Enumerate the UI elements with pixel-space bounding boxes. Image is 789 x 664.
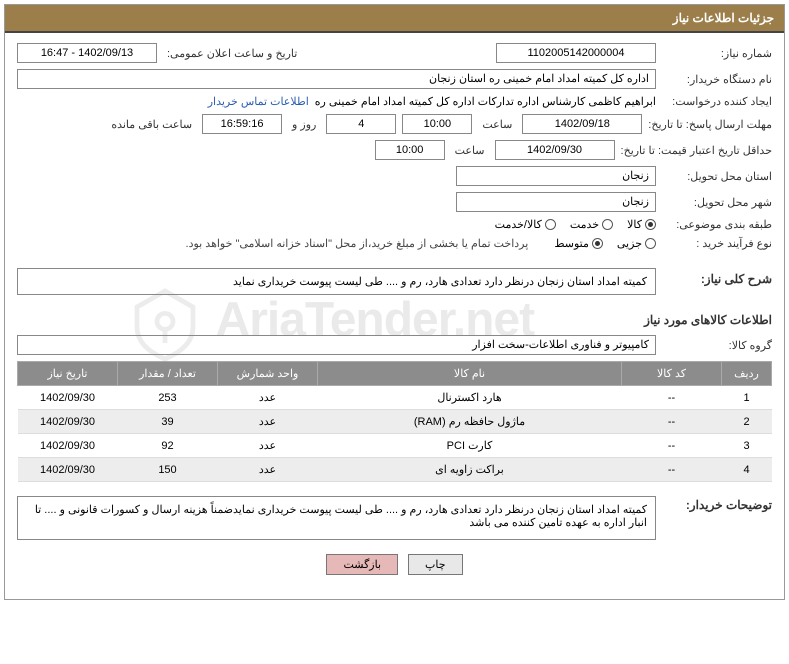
time-label-1: ساعت — [478, 118, 516, 131]
row-category: طبقه بندی موضوعی: کالا خدمت کالا/خدمت — [17, 218, 772, 231]
radio-medium[interactable]: متوسط — [554, 237, 603, 250]
remaining-label: ساعت باقی مانده — [107, 118, 196, 131]
row-reply-deadline: مهلت ارسال پاسخ: تا تاریخ: 1402/09/18 سا… — [17, 114, 772, 134]
radio-both[interactable]: کالا/خدمت — [495, 218, 556, 231]
process-label: نوع فرآیند خرید : — [662, 237, 772, 250]
panel-body: AriaTender.net شماره نیاز: 1102005142000… — [5, 31, 784, 599]
th-qty: تعداد / مقدار — [118, 362, 218, 386]
radio-icon — [592, 238, 603, 249]
need-no-label: شماره نیاز: — [662, 47, 772, 60]
goods-group-value: کامپیوتر و فناوری اطلاعات-سخت افزار — [17, 335, 656, 355]
city-value: زنجان — [456, 192, 656, 212]
category-radio-group: کالا خدمت کالا/خدمت — [495, 218, 656, 231]
category-label: طبقه بندی موضوعی: — [662, 218, 772, 231]
goods-section-title: اطلاعات کالاهای مورد نیاز — [17, 313, 772, 327]
row-need-number: شماره نیاز: 1102005142000004 تاریخ و ساع… — [17, 43, 772, 63]
row-city: شهر محل تحویل: زنجان — [17, 192, 772, 212]
process-radio-group: جزیی متوسط — [554, 237, 656, 250]
row-buyer-org: نام دستگاه خریدار: اداره کل کمیته امداد … — [17, 69, 772, 89]
table-row: 2 -- ماژول حافظه رم (RAM) عدد 39 1402/09… — [18, 410, 772, 434]
row-process-type: نوع فرآیند خرید : جزیی متوسط پرداخت تمام… — [17, 237, 772, 250]
announce-value: 1402/09/13 - 16:47 — [17, 43, 157, 63]
overview-title: شرح کلی نیاز: — [662, 272, 772, 286]
overview-text: کمیته امداد استان زنجان درنظر دارد تعداد… — [17, 268, 656, 295]
need-no-value: 1102005142000004 — [496, 43, 656, 63]
th-row: ردیف — [722, 362, 772, 386]
time-remaining: 16:59:16 — [202, 114, 282, 134]
back-button[interactable]: بازگشت — [326, 554, 398, 575]
details-panel: جزئیات اطلاعات نیاز AriaTender.net شماره… — [4, 4, 785, 600]
reply-date: 1402/09/18 — [522, 114, 642, 134]
overview-section: شرح کلی نیاز: کمیته امداد استان زنجان در… — [17, 264, 772, 299]
radio-partial[interactable]: جزیی — [617, 237, 656, 250]
time-label-2: ساعت — [451, 144, 489, 157]
th-unit: واحد شمارش — [218, 362, 318, 386]
price-date: 1402/09/30 — [495, 140, 615, 160]
buyer-contact-link[interactable]: اطلاعات تماس خریدار — [208, 95, 309, 108]
radio-service[interactable]: خدمت — [570, 218, 613, 231]
price-validity-label: حداقل تاریخ اعتبار قیمت: تا تاریخ: — [621, 144, 772, 157]
requester-value: ابراهیم کاظمی کارشناس اداره تدارکات ادار… — [315, 95, 656, 108]
row-province: استان محل تحویل: زنجان — [17, 166, 772, 186]
panel-title: جزئیات اطلاعات نیاز — [5, 5, 784, 31]
days-and-label: روز و — [288, 118, 320, 131]
announce-label: تاریخ و ساعت اعلان عمومی: — [163, 47, 301, 60]
goods-section: اطلاعات کالاهای مورد نیاز گروه کالا: کام… — [17, 313, 772, 482]
radio-icon — [645, 238, 656, 249]
buyer-notes-section: توضیحات خریدار: کمیته امداد استان زنجان … — [17, 492, 772, 544]
table-row: 1 -- هارد اکسترنال عدد 253 1402/09/30 — [18, 386, 772, 410]
print-button[interactable]: چاپ — [408, 554, 463, 575]
buyer-org-value: اداره کل کمیته امداد امام خمینی ره استان… — [17, 69, 656, 89]
reply-deadline-label: مهلت ارسال پاسخ: تا تاریخ: — [648, 118, 772, 131]
goods-group-label: گروه کالا: — [662, 339, 772, 352]
price-time: 10:00 — [375, 140, 445, 160]
radio-icon — [602, 219, 613, 230]
footer-buttons: چاپ بازگشت — [17, 544, 772, 589]
buyer-notes-text: کمیته امداد استان زنجان درنظر دارد تعداد… — [17, 496, 656, 540]
process-note: پرداخت تمام یا بخشی از مبلغ خرید،از محل … — [186, 237, 529, 250]
radio-icon — [645, 219, 656, 230]
th-date: تاریخ نیاز — [18, 362, 118, 386]
table-header-row: ردیف کد کالا نام کالا واحد شمارش تعداد /… — [18, 362, 772, 386]
city-label: شهر محل تحویل: — [662, 196, 772, 209]
table-row: 3 -- کارت PCI عدد 92 1402/09/30 — [18, 434, 772, 458]
th-name: نام کالا — [318, 362, 622, 386]
row-requester: ایجاد کننده درخواست: ابراهیم کاظمی کارشن… — [17, 95, 772, 108]
reply-time: 10:00 — [402, 114, 472, 134]
goods-table: ردیف کد کالا نام کالا واحد شمارش تعداد /… — [17, 361, 772, 482]
radio-goods[interactable]: کالا — [627, 218, 656, 231]
province-value: زنجان — [456, 166, 656, 186]
table-row: 4 -- براکت زاویه ای عدد 150 1402/09/30 — [18, 458, 772, 482]
requester-label: ایجاد کننده درخواست: — [662, 95, 772, 108]
row-price-validity: حداقل تاریخ اعتبار قیمت: تا تاریخ: 1402/… — [17, 140, 772, 160]
buyer-notes-label: توضیحات خریدار: — [662, 492, 772, 512]
th-code: کد کالا — [622, 362, 722, 386]
buyer-org-label: نام دستگاه خریدار: — [662, 73, 772, 86]
radio-icon — [545, 219, 556, 230]
days-remaining: 4 — [326, 114, 396, 134]
table-body: 1 -- هارد اکسترنال عدد 253 1402/09/30 2 … — [18, 386, 772, 482]
province-label: استان محل تحویل: — [662, 170, 772, 183]
